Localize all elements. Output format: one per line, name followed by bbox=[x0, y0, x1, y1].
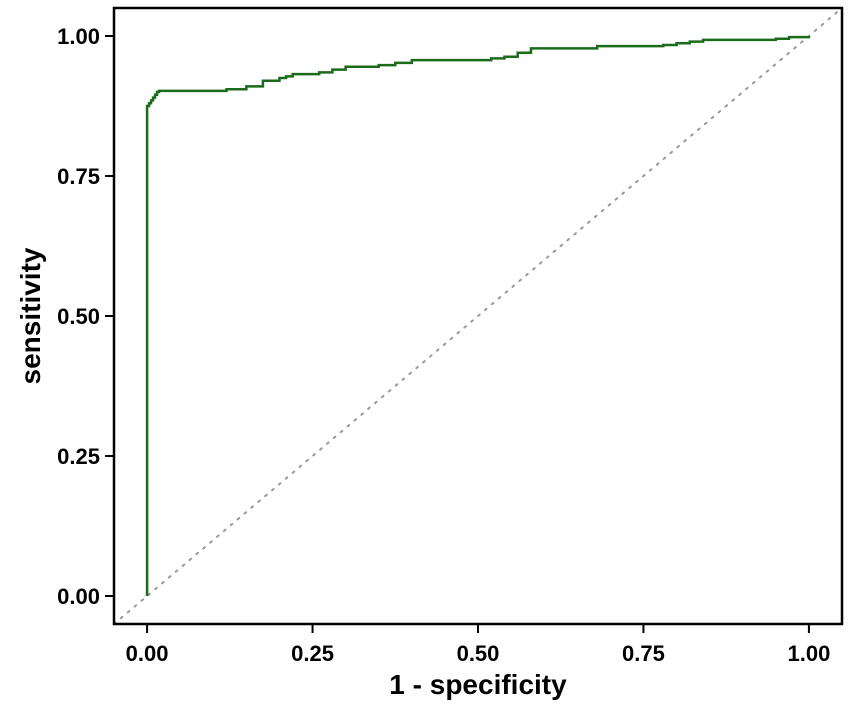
x-tick-label: 0.25 bbox=[291, 641, 334, 666]
axis-layer: 0.00 0.25 0.50 0.75 1.00 0.00 0.25 0.50 0.75 1.00 bbox=[57, 24, 830, 666]
x-tick-label: 1.00 bbox=[787, 641, 830, 666]
y-tick-label: 0.75 bbox=[57, 164, 100, 189]
y-axis-title: sensitivity bbox=[15, 247, 46, 384]
y-tick-label: 0.50 bbox=[57, 304, 100, 329]
roc-curve bbox=[145, 35, 811, 596]
y-tick-label: 1.00 bbox=[57, 24, 100, 49]
x-tick-label: 0.00 bbox=[126, 641, 169, 666]
x-tick-label: 0.50 bbox=[457, 641, 500, 666]
y-tick-label: 0.00 bbox=[57, 584, 100, 609]
y-tick-label: 0.25 bbox=[57, 444, 100, 469]
x-axis-title: 1 - specificity bbox=[389, 669, 567, 700]
chance-diagonal-line bbox=[114, 8, 842, 624]
x-tick-label: 0.75 bbox=[622, 641, 665, 666]
plot-content bbox=[114, 8, 842, 624]
